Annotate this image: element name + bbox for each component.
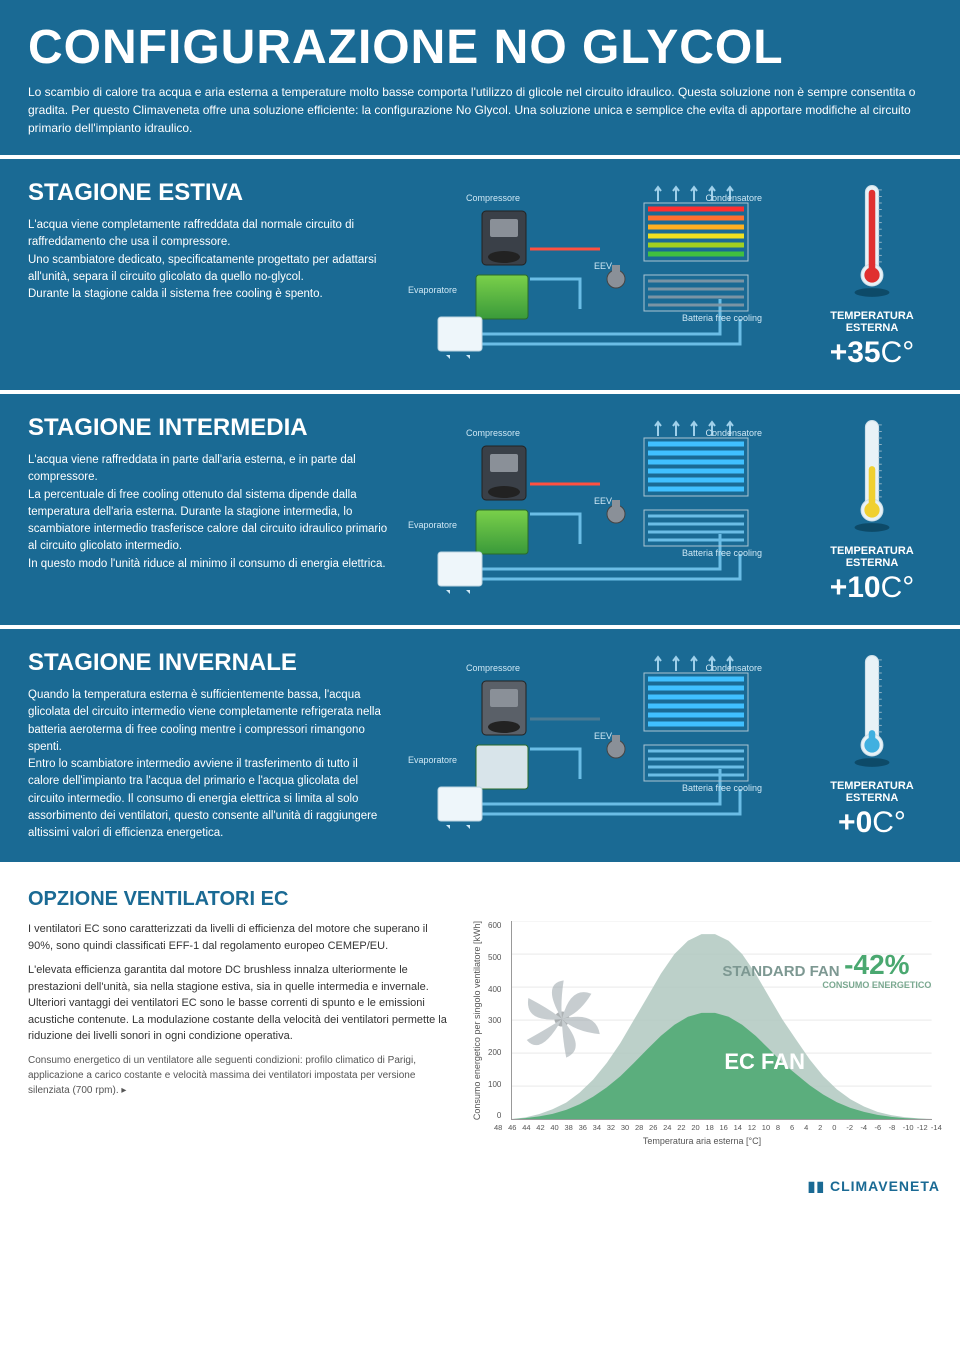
savings-sub: CONSUMO ENERGETICO xyxy=(822,981,931,990)
season-diagram: Compressore Condensatore Evaporatore EEV Bat… xyxy=(406,414,794,594)
temp-label: TEMPERATURA ESTERNA xyxy=(812,310,932,334)
season-block: STAGIONE ESTIVA L'acqua viene completamen… xyxy=(0,159,960,390)
temp-value: +35C° xyxy=(812,336,932,370)
temp-value: +0C° xyxy=(812,806,932,840)
diagram-label-battery: Batteria free cooling xyxy=(682,783,762,793)
temp-label: TEMPERATURA ESTERNA xyxy=(812,780,932,804)
ec-p2: L'elevata efficienza garantita dal motor… xyxy=(28,962,448,1045)
diagram-label-compressor: Compressore xyxy=(466,193,520,203)
season-title: STAGIONE ESTIVA xyxy=(28,179,388,207)
thermometer-icon xyxy=(849,414,895,534)
diagram-label-compressor: Compressore xyxy=(466,663,520,673)
diagram-label-evaporator: Evaporatore xyxy=(408,755,457,765)
season-title: STAGIONE INTERMEDIA xyxy=(28,414,388,442)
thermometer: TEMPERATURA ESTERNA+0C° xyxy=(812,649,932,840)
thermometer-icon xyxy=(849,179,895,299)
footer-brand: ▮▮ CLIMAVENETA xyxy=(0,1172,960,1201)
season-body: L'acqua viene raffreddata in parte dall'… xyxy=(28,452,388,573)
diagram-label-condenser: Condensatore xyxy=(705,428,762,438)
ec-section: OPZIONE VENTILATORI EC I ventilatori EC … xyxy=(0,862,960,1172)
chart-yaxis: 6005004003002001000 xyxy=(488,921,505,1120)
ec-fan-label: EC FAN xyxy=(724,1049,805,1075)
chart-xaxis: 4846444240383634323028262422201816141210… xyxy=(472,1120,932,1132)
ec-p1: I ventilatori EC sono caratterizzati da … xyxy=(28,921,448,954)
temp-label: TEMPERATURA ESTERNA xyxy=(812,545,932,569)
chart-xlabel: Temperatura aria esterna [°C] xyxy=(472,1136,932,1146)
diagram-label-battery: Batteria free cooling xyxy=(682,548,762,558)
page-header: CONFIGURAZIONE NO GLYCOL Lo scambio di c… xyxy=(0,0,960,155)
diagram-label-eev: EEV xyxy=(594,496,612,506)
season-diagram: Compressore Condensatore Evaporatore EEV Bat… xyxy=(406,179,794,359)
fan-icon xyxy=(520,977,604,1061)
ec-chart: Consumo energetico per singolo ventilato… xyxy=(472,921,932,1146)
season-block: STAGIONE INTERMEDIA L'acqua viene raffred… xyxy=(0,394,960,625)
diagram-label-condenser: Condensatore xyxy=(705,663,762,673)
ec-title: OPZIONE VENTILATORI EC xyxy=(28,888,932,911)
diagram-label-evaporator: Evaporatore xyxy=(408,520,457,530)
ec-text: I ventilatori EC sono caratterizzati da … xyxy=(28,921,448,1146)
thermometer: TEMPERATURA ESTERNA+10C° xyxy=(812,414,932,605)
season-body: Quando la temperatura esterna è sufficie… xyxy=(28,687,388,842)
diagram-label-eev: EEV xyxy=(594,261,612,271)
savings-pct: -42% xyxy=(822,949,931,981)
thermometer: TEMPERATURA ESTERNA+35C° xyxy=(812,179,932,370)
diagram-label-compressor: Compressore xyxy=(466,428,520,438)
season-block: STAGIONE INVERNALE Quando la temperatura … xyxy=(0,629,960,862)
diagram-label-battery: Batteria free cooling xyxy=(682,313,762,323)
chart-body: STANDARD FAN EC FAN -42% CONSUMO ENERGET… xyxy=(511,921,932,1120)
diagram-label-evaporator: Evaporatore xyxy=(408,285,457,295)
savings-badge: -42% CONSUMO ENERGETICO xyxy=(822,949,931,990)
diagram-label-eev: EEV xyxy=(594,731,612,741)
thermometer-icon xyxy=(849,649,895,769)
ec-p3: Consumo energetico di un ventilatore all… xyxy=(28,1053,448,1098)
season-body: L'acqua viene completamente raffreddata … xyxy=(28,217,388,303)
season-title: STAGIONE INVERNALE xyxy=(28,649,388,677)
page-title: CONFIGURAZIONE NO GLYCOL xyxy=(28,20,932,75)
season-diagram: Compressore Condensatore Evaporatore EEV Bat… xyxy=(406,649,794,829)
page-intro: Lo scambio di calore tra acqua e aria es… xyxy=(28,83,932,137)
chart-ylabel: Consumo energetico per singolo ventilato… xyxy=(472,921,482,1120)
diagram-label-condenser: Condensatore xyxy=(705,193,762,203)
temp-value: +10C° xyxy=(812,571,932,605)
